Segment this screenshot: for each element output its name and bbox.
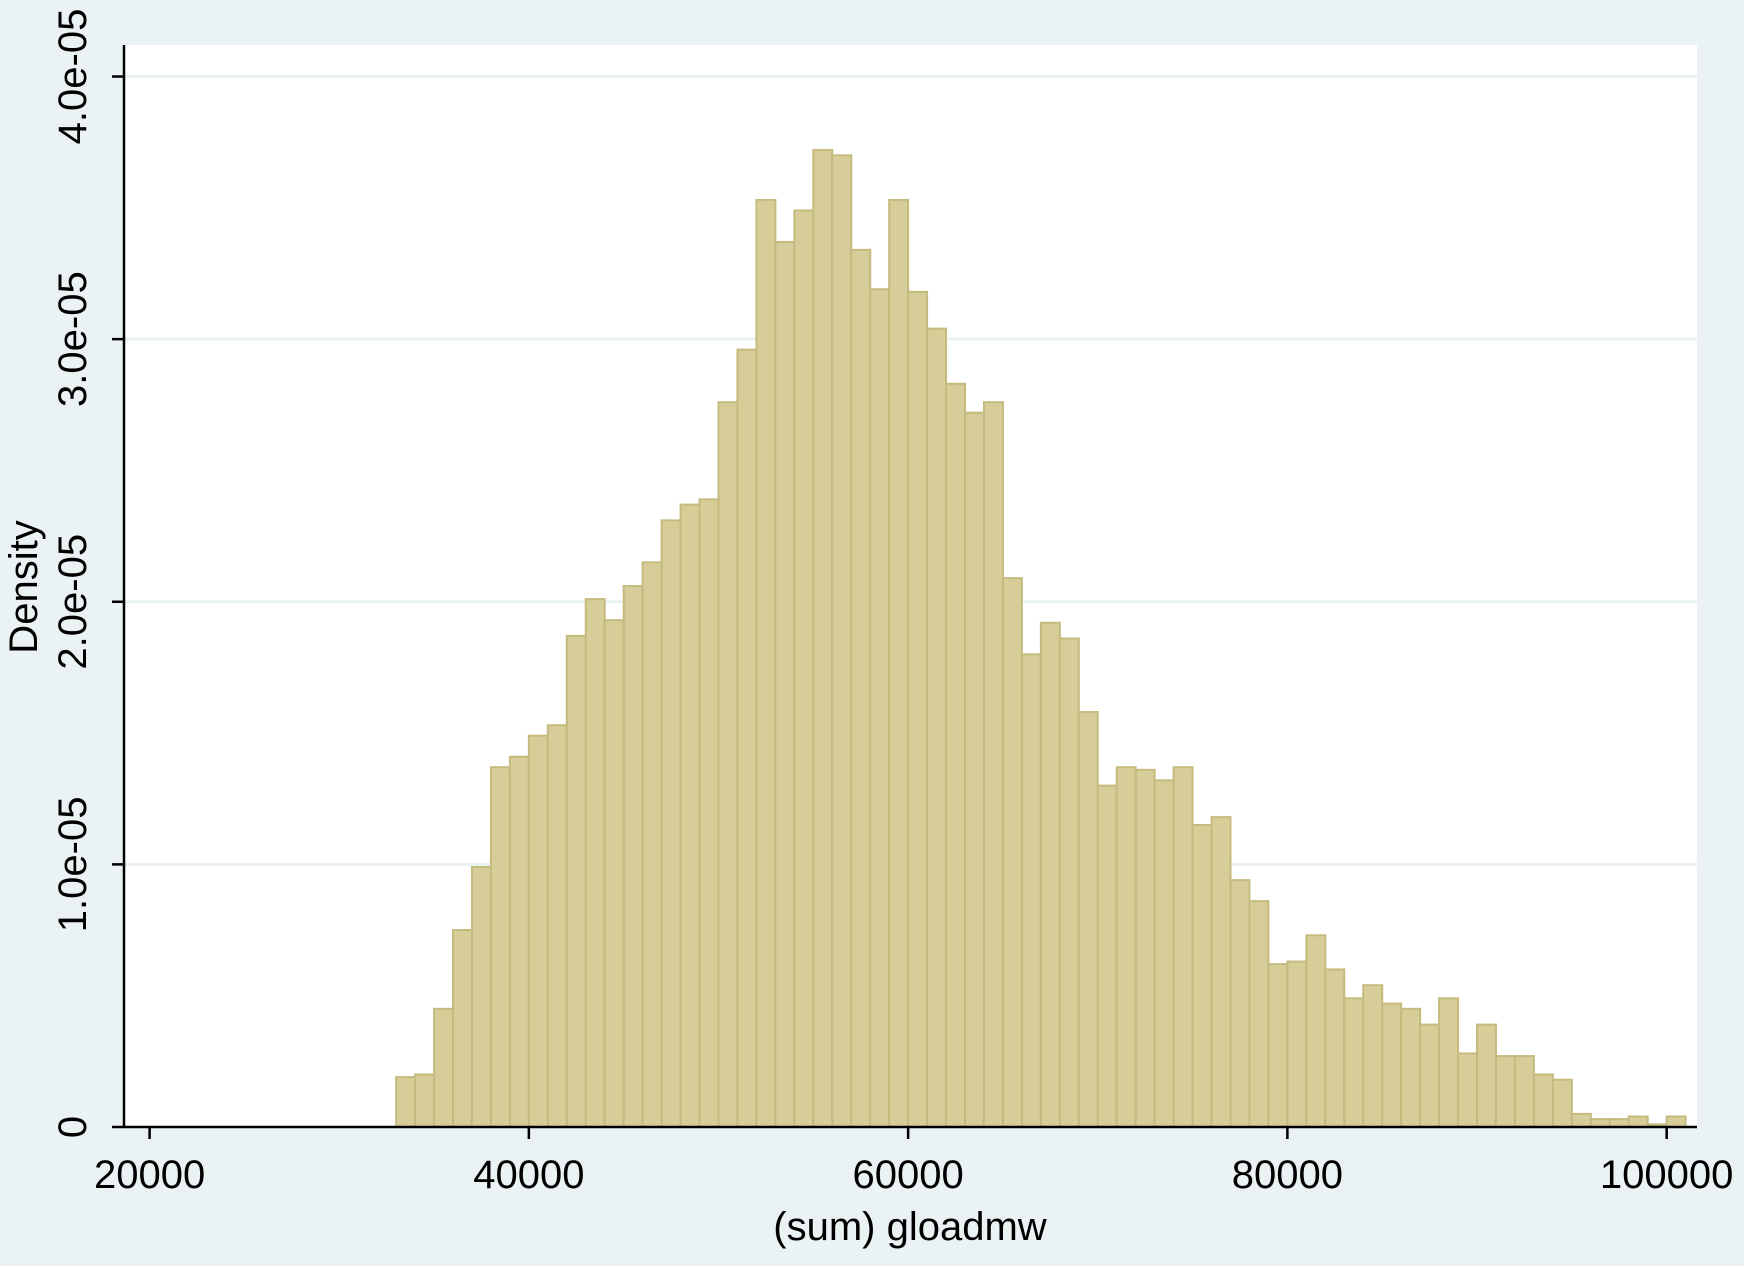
y-tick-label: 4.0e-05	[51, 9, 95, 145]
histogram-bar	[1400, 1007, 1422, 1128]
histogram-bar	[433, 1007, 455, 1128]
histogram-bar	[1476, 1023, 1497, 1128]
x-tick-label: 80000	[1232, 1153, 1343, 1197]
x-axis-title: (sum) gloadmw	[773, 1205, 1047, 1249]
histogram-bar	[679, 503, 701, 1128]
histogram-bar	[1096, 784, 1118, 1128]
histogram-bar	[546, 724, 568, 1128]
histogram-bar	[1020, 653, 1042, 1128]
y-tick-label: 3.0e-05	[51, 271, 95, 407]
histogram-bar	[1191, 823, 1213, 1128]
histogram-bar	[812, 149, 834, 1129]
histogram-bar	[945, 382, 967, 1128]
histogram-bar	[1039, 621, 1061, 1128]
histogram-bar	[1058, 637, 1080, 1129]
histogram-bar	[1343, 997, 1365, 1129]
histogram-bar	[774, 240, 796, 1129]
histogram-bar	[603, 619, 625, 1128]
histogram-bar	[717, 401, 739, 1128]
histogram-bar	[736, 348, 758, 1129]
histogram-bar	[584, 598, 606, 1128]
histogram-bar	[869, 288, 891, 1128]
histogram-bar	[1115, 766, 1137, 1128]
histogram-bar	[641, 561, 663, 1128]
histogram-bar	[1381, 1002, 1403, 1128]
y-tick-label: 2.0e-05	[51, 534, 95, 670]
y-tick-label: 1.0e-05	[51, 797, 95, 933]
histogram-bar	[1438, 997, 1460, 1129]
x-tick-label: 100000	[1600, 1153, 1733, 1197]
histogram-bar	[565, 634, 587, 1128]
x-tick-label: 20000	[94, 1153, 205, 1197]
histogram-bar	[527, 734, 549, 1128]
histogram-bar	[698, 498, 720, 1128]
histogram-bar	[1134, 768, 1156, 1128]
histogram-bar	[907, 290, 929, 1128]
histogram-bar	[395, 1076, 417, 1128]
histogram-bar	[1267, 963, 1289, 1128]
histogram-bar	[1001, 577, 1023, 1128]
histogram-bar	[660, 519, 682, 1128]
histogram-bar	[508, 755, 530, 1128]
histogram-bar	[414, 1073, 436, 1128]
histogram-bar	[1513, 1055, 1535, 1129]
histogram-bar	[793, 209, 815, 1128]
histogram-bar	[982, 401, 1004, 1128]
x-tick-label: 60000	[853, 1153, 964, 1197]
histogram-bar	[1210, 816, 1232, 1129]
histogram-bar	[850, 248, 872, 1128]
histogram-bar	[1362, 984, 1384, 1128]
histogram-bar	[1494, 1055, 1516, 1129]
histogram-bar	[489, 766, 511, 1128]
histogram-bar	[1627, 1115, 1649, 1128]
histogram-bar	[1551, 1078, 1573, 1128]
histogram-bar	[1570, 1112, 1592, 1128]
y-axis-title: Density	[2, 520, 46, 653]
histogram-bar	[926, 327, 948, 1129]
histogram-bar	[622, 585, 644, 1128]
histogram-bar	[964, 411, 985, 1128]
y-tick-label: 0	[51, 1116, 95, 1138]
histogram-bar	[452, 929, 473, 1129]
histogram-bar	[1532, 1073, 1554, 1128]
x-axis-ticks: 20000 40000 60000 80000 100000	[94, 1127, 1733, 1197]
y-axis-ticks: 0 1.0e-05 2.0e-05 3.0e-05 4.0e-05	[51, 9, 124, 1138]
histogram-bar	[1419, 1023, 1441, 1128]
histogram-bar	[755, 198, 777, 1129]
histogram-bar	[1286, 960, 1308, 1128]
x-tick-label: 40000	[473, 1153, 584, 1197]
histogram-bar	[831, 154, 853, 1128]
histogram-bar	[1248, 900, 1270, 1128]
histogram-bar	[1305, 934, 1327, 1129]
histogram-bar	[1665, 1115, 1687, 1128]
histogram-bar	[888, 198, 910, 1129]
histogram-bar	[1077, 711, 1099, 1128]
histogram-bar	[1172, 766, 1194, 1128]
histogram-bar	[1229, 879, 1251, 1128]
histogram-bar	[1153, 779, 1175, 1128]
histogram-bar	[1324, 968, 1346, 1128]
histogram-bar	[1457, 1052, 1479, 1129]
histogram-bar	[470, 866, 492, 1129]
